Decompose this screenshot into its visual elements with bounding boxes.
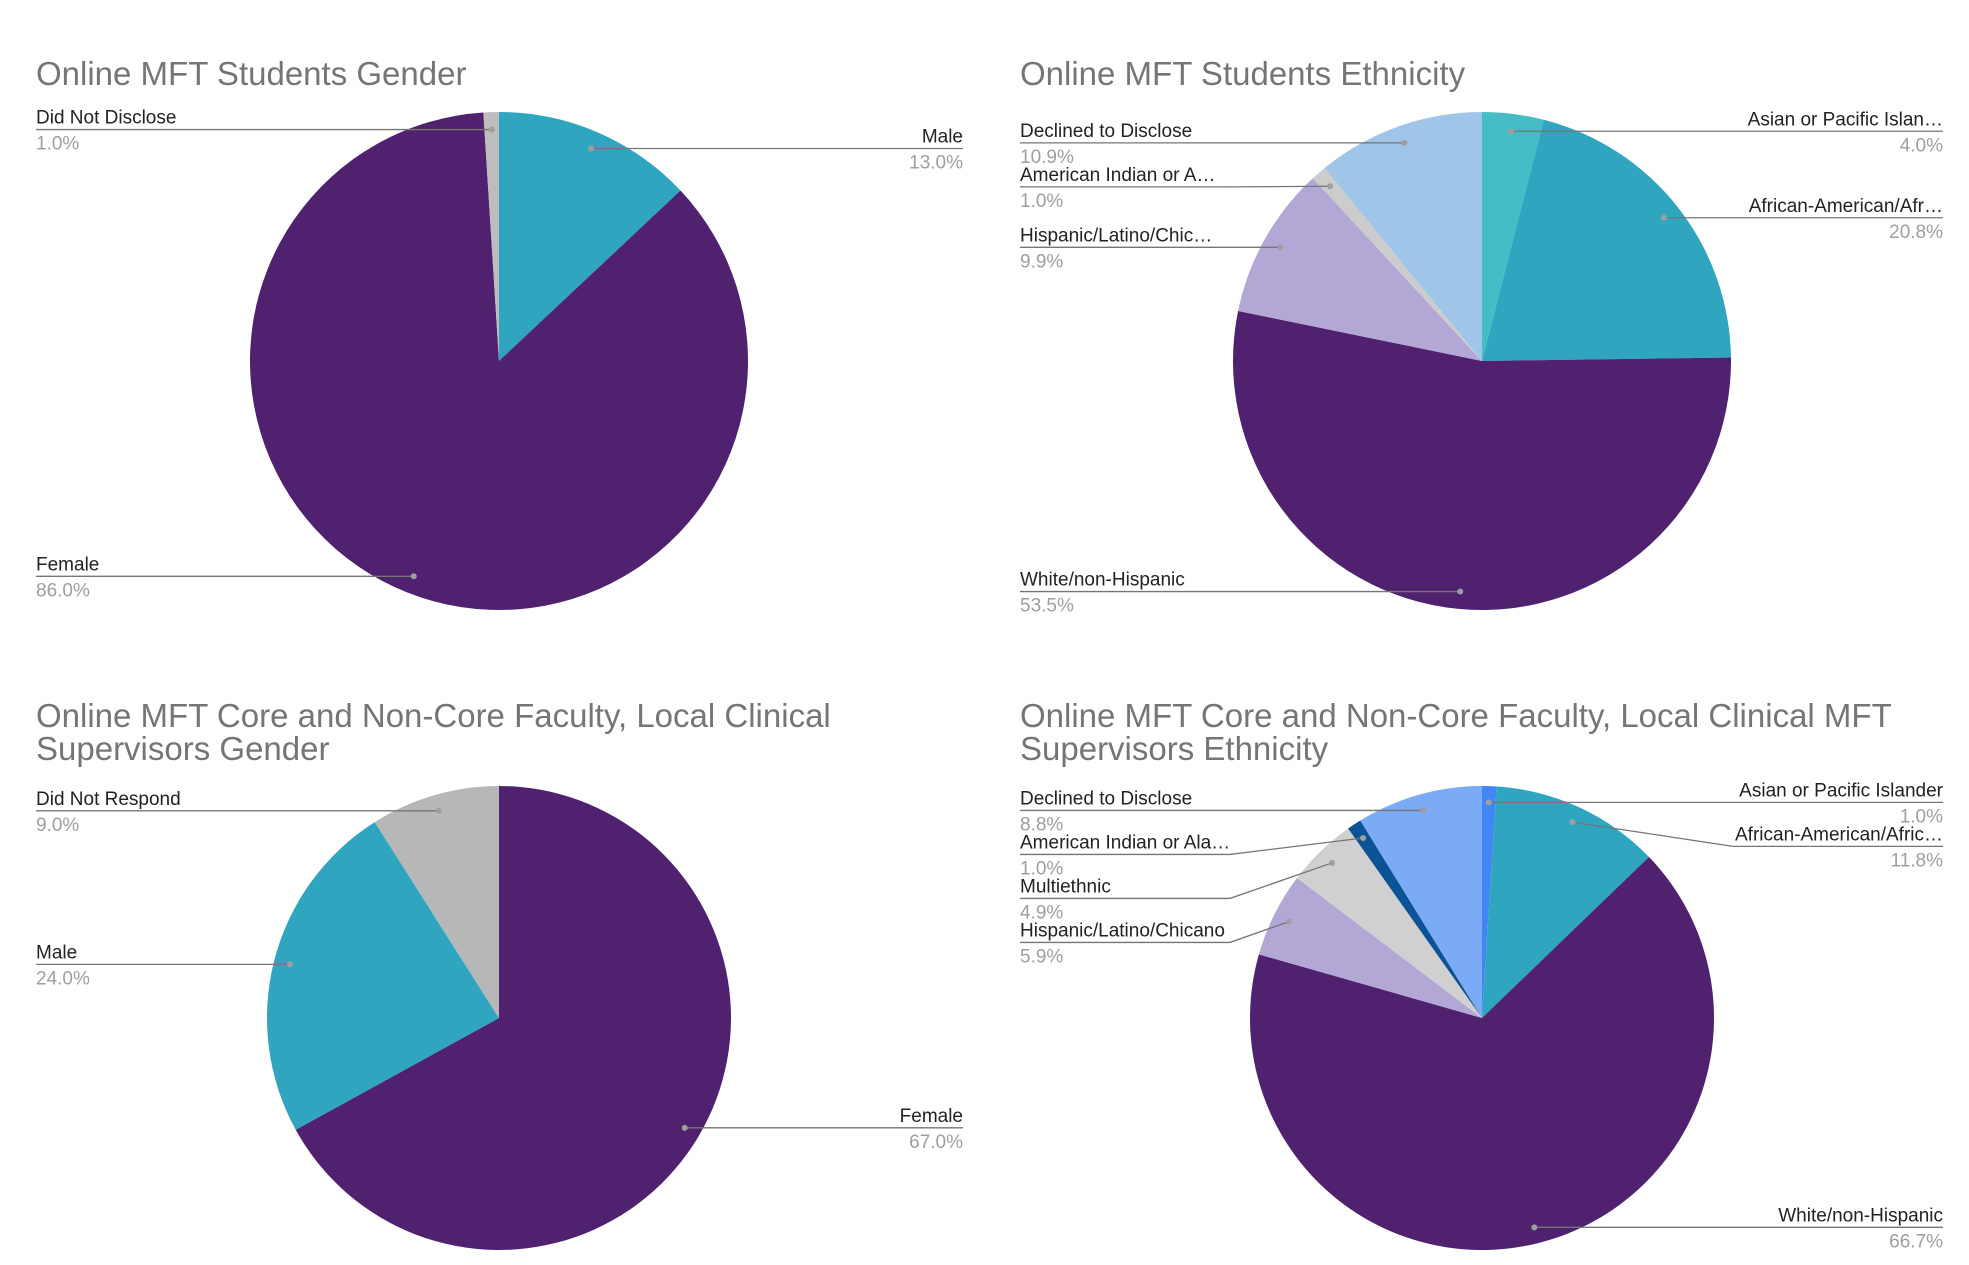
slice-value-label: 5.9% — [1020, 946, 1063, 967]
leader-line — [1020, 185, 1331, 188]
slice-label: Declined to Disclose — [1020, 121, 1192, 142]
leader-dot — [1569, 819, 1576, 826]
slice-label: African-American/Afric… — [1735, 824, 1943, 845]
leader-line — [1020, 921, 1290, 944]
leader-dot — [1420, 807, 1427, 814]
pie-slice — [1238, 178, 1482, 361]
pie-slice — [1360, 786, 1482, 1018]
slice-label: Male — [922, 126, 963, 147]
slice-label: Did Not Disclose — [36, 108, 176, 129]
slice-value-label: 86.0% — [36, 580, 90, 601]
slice-label: American Indian or Ala… — [1020, 832, 1230, 853]
pie-slice — [1233, 310, 1731, 610]
slice-value-label: 1.0% — [1020, 191, 1063, 212]
leader-dot — [1531, 1224, 1538, 1231]
slice-value-label: 4.9% — [1020, 902, 1063, 923]
slice-value-label: 9.0% — [36, 815, 79, 836]
leader-line — [1572, 821, 1943, 847]
slice-label: African-American/Afr… — [1749, 196, 1943, 217]
leader-dot — [435, 807, 442, 814]
pie-slice — [499, 112, 681, 361]
slice-value-label: 1.0% — [1020, 858, 1063, 879]
leader-line — [1020, 837, 1364, 856]
slice-value-label: 11.8% — [1891, 850, 1944, 871]
slice-value-label: 66.7% — [1889, 1231, 1943, 1252]
leader-dot — [488, 126, 495, 133]
pie-slice — [1258, 877, 1482, 1018]
slice-value-label: 20.8% — [1889, 222, 1943, 243]
pie-slice — [1482, 786, 1497, 1018]
slice-label: Male — [36, 942, 77, 963]
pie-slice — [1249, 856, 1714, 1250]
chart-title: Online MFT Students Gender — [36, 55, 467, 92]
leader-dot — [1285, 918, 1292, 925]
leader-dot — [287, 961, 294, 968]
pie-slice — [1482, 119, 1731, 361]
pie-slice — [1348, 820, 1482, 1018]
slice-value-label: 8.8% — [1020, 814, 1063, 835]
pie-slice — [267, 822, 499, 1130]
slice-value-label: 10.9% — [1020, 147, 1074, 168]
pie-slice — [483, 112, 499, 361]
leader-line — [1020, 862, 1333, 900]
leader-dot — [1507, 128, 1514, 135]
leader-dot — [1328, 859, 1335, 866]
slice-label: Hispanic/Latino/Chic… — [1020, 225, 1212, 246]
slice-label: White/non-Hispanic — [1020, 570, 1185, 591]
leader-dot — [587, 145, 594, 152]
slice-value-label: 53.5% — [1020, 596, 1074, 617]
slice-label: Multiethnic — [1020, 876, 1111, 897]
leader-dot — [1277, 244, 1284, 251]
chart-title: Online MFT Core and Non-Core Faculty, Lo… — [1020, 697, 1892, 767]
pie-slice — [1482, 112, 1544, 361]
slice-value-label: 67.0% — [909, 1132, 963, 1153]
slice-label: American Indian or A… — [1020, 165, 1215, 186]
leader-dot — [1327, 183, 1334, 190]
slice-label: Declined to Disclose — [1020, 788, 1192, 809]
pie-slice — [1324, 112, 1482, 361]
slice-value-label: 13.0% — [909, 152, 963, 173]
pie-slice — [1312, 168, 1482, 361]
leader-dot — [1660, 214, 1667, 221]
slice-label: Asian or Pacific Islan… — [1748, 109, 1943, 130]
pie-slice — [249, 112, 748, 611]
leader-dot — [1485, 799, 1492, 806]
slice-label: Did Not Respond — [36, 789, 181, 810]
pie-slice — [1297, 828, 1482, 1018]
slice-value-label: 4.0% — [1900, 135, 1943, 156]
slice-label: White/non-Hispanic — [1778, 1205, 1943, 1226]
leader-dot — [1401, 139, 1408, 146]
leader-dot — [1360, 834, 1367, 841]
slice-value-label: 9.9% — [1020, 251, 1063, 272]
slice-value-label: 1.0% — [36, 134, 79, 155]
slice-label: Female — [900, 1106, 963, 1127]
chart-title: Online MFT Core and Non-Core Faculty, Lo… — [36, 697, 831, 767]
leader-dot — [681, 1124, 688, 1131]
slice-value-label: 1.0% — [1900, 806, 1943, 827]
pie-slice — [295, 786, 732, 1251]
slice-label: Hispanic/Latino/Chicano — [1020, 920, 1225, 941]
slice-label: Asian or Pacific Islander — [1739, 780, 1943, 801]
leader-dot — [410, 573, 417, 580]
pie-slice — [1482, 786, 1649, 1018]
slice-label: Female — [36, 554, 99, 575]
pie-slice — [374, 786, 499, 1018]
leader-dot — [1457, 588, 1464, 595]
chart-title: Online MFT Students Ethnicity — [1020, 55, 1466, 92]
slice-value-label: 24.0% — [36, 968, 90, 989]
